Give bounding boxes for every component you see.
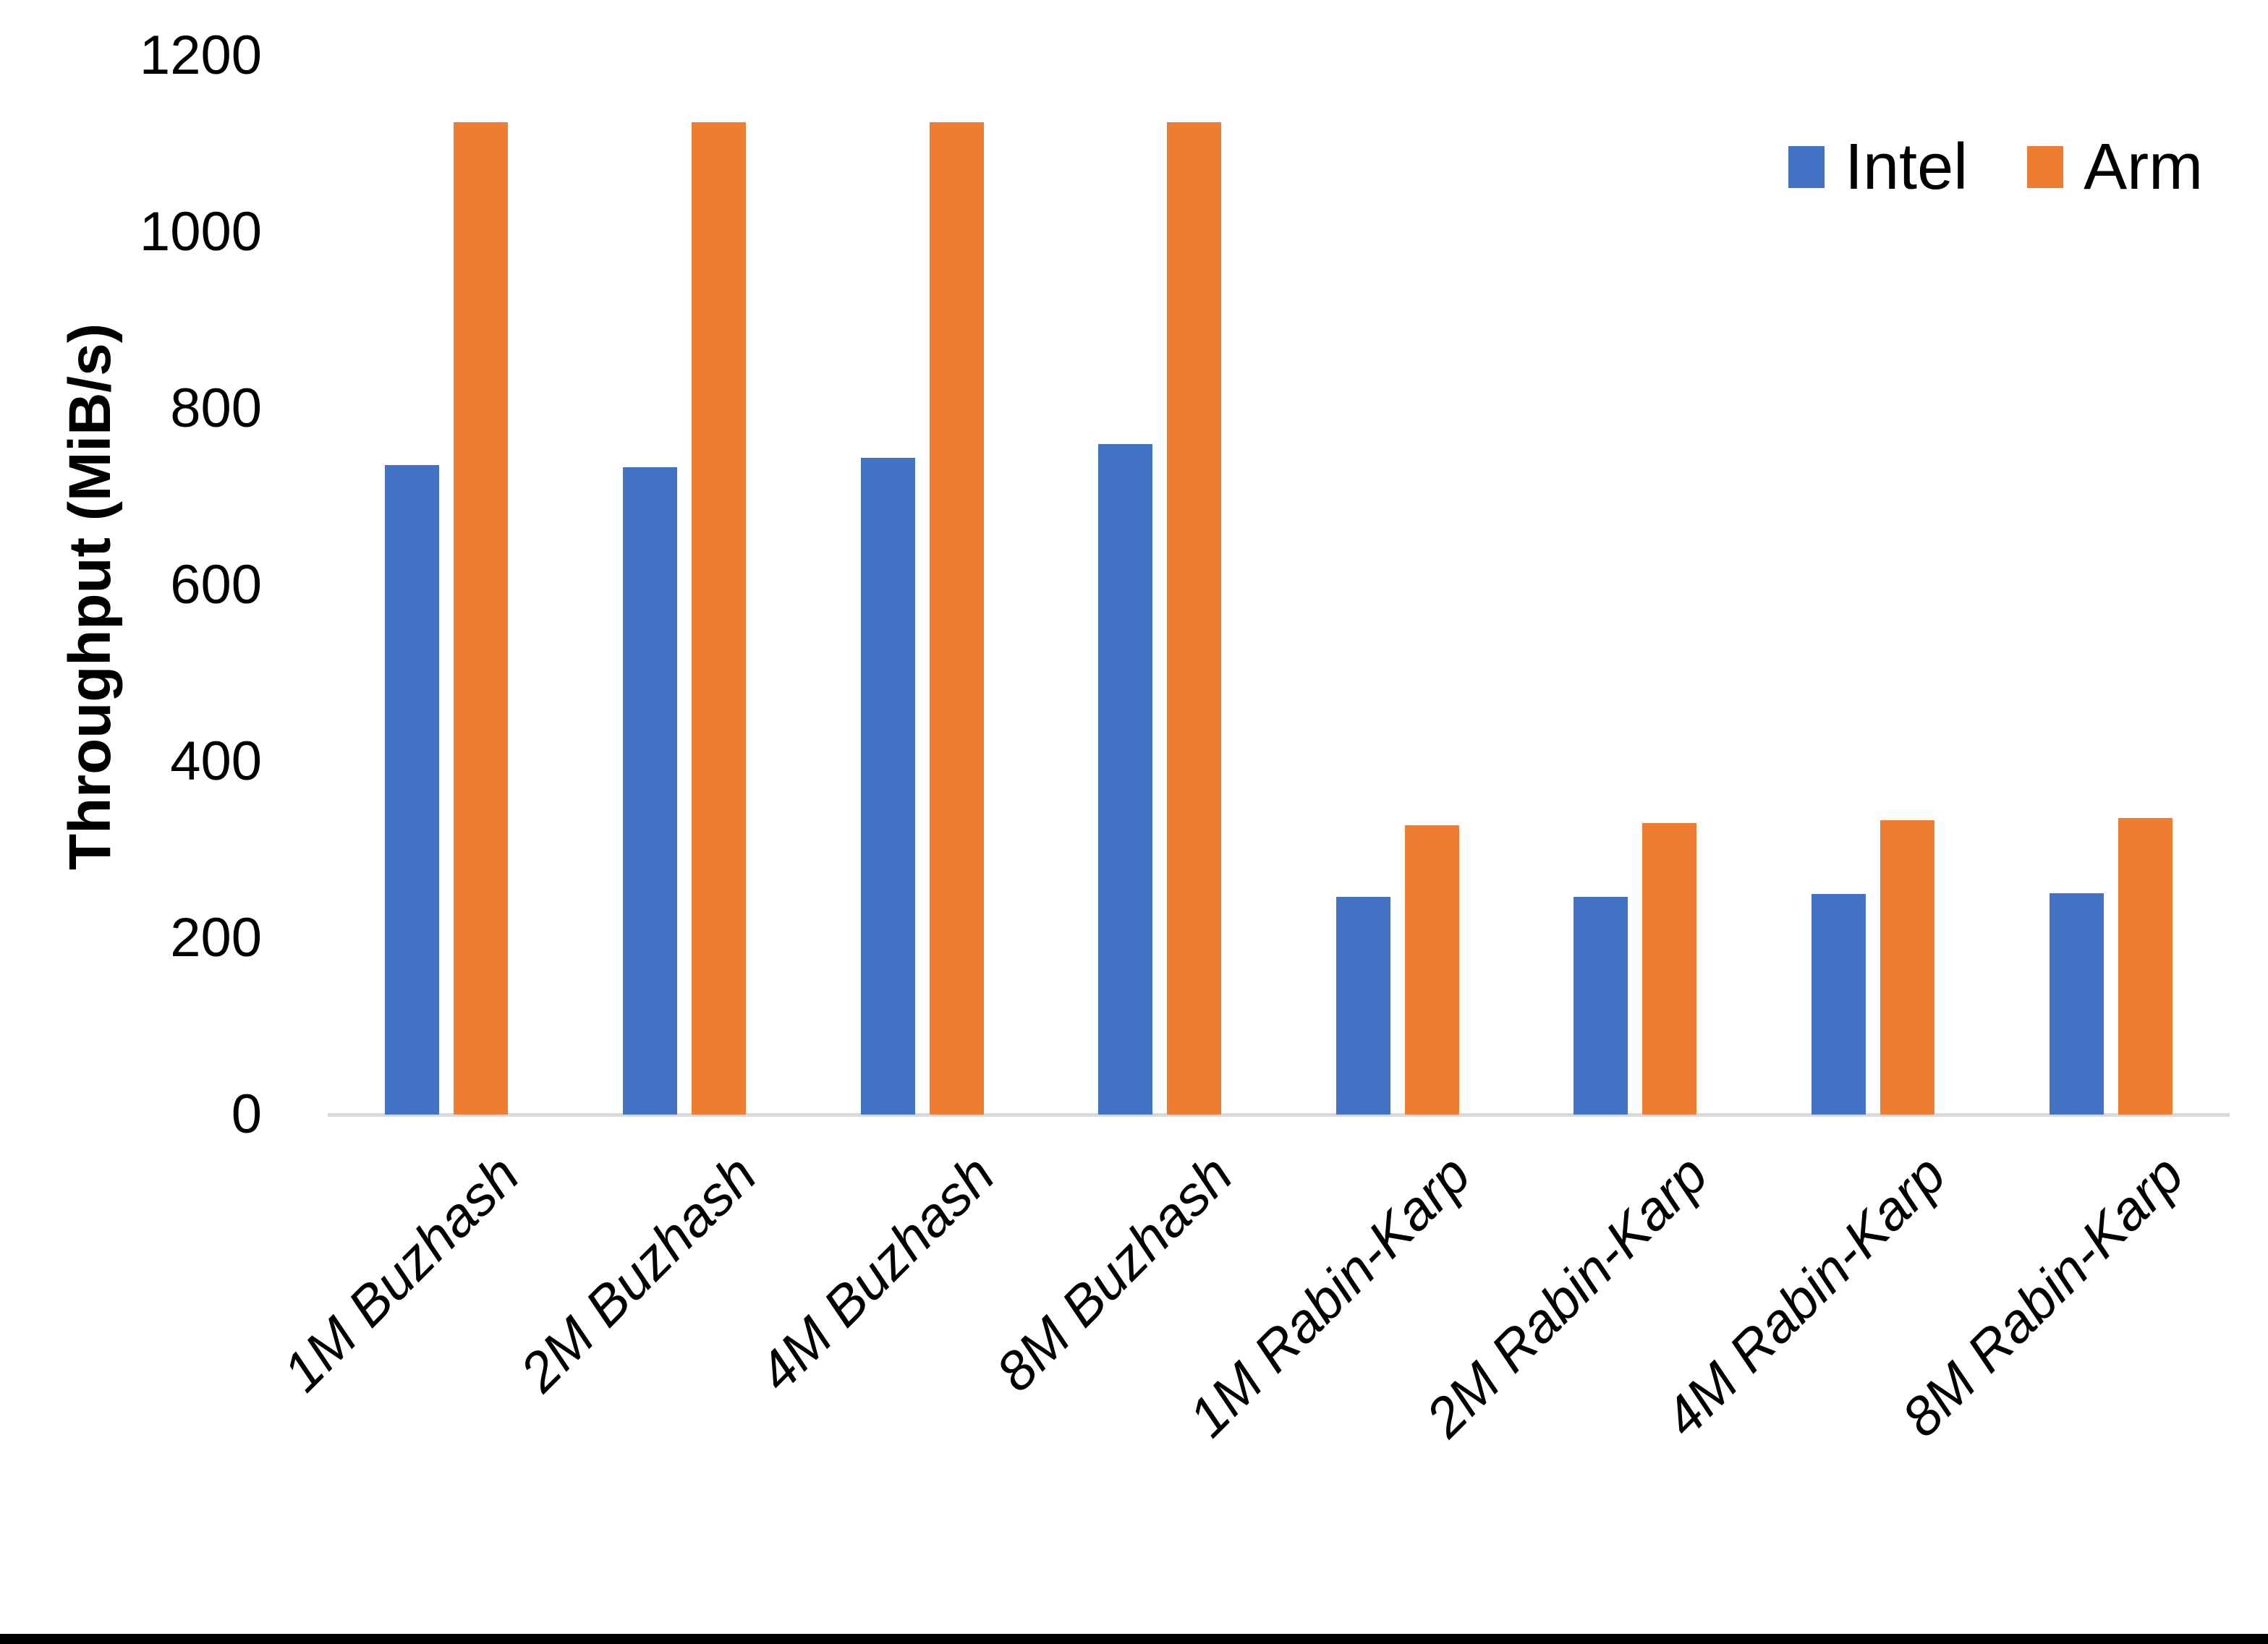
bar-intel-1m-rabin-karp (1335, 896, 1390, 1115)
bar-arm-2m-buzhash (691, 122, 746, 1115)
bar-arm-4m-rabin-karp (1880, 819, 1935, 1115)
legend-swatch-intel (1788, 146, 1825, 188)
y-axis-tick-label: 0 (231, 1083, 262, 1145)
legend-entry-arm: Arm (2027, 135, 2203, 200)
bar-arm-4m-buzhash (929, 122, 984, 1115)
x-axis-label-4m-buzhash: 4M Buzhash (747, 1143, 1007, 1404)
bar-intel-2m-buzhash (622, 467, 677, 1115)
legend-swatch-arm (2027, 146, 2064, 188)
bar-intel-4m-rabin-karp (1812, 894, 1866, 1115)
bar-intel-1m-buzhash (385, 465, 440, 1115)
y-axis-tick-label: 1000 (139, 201, 262, 263)
y-axis-tick-label: 600 (170, 554, 262, 616)
y-axis-tick-label: 200 (170, 907, 262, 968)
x-axis-label-1m-buzhash: 1M Buzhash (271, 1143, 531, 1404)
bar-arm-8m-rabin-karp (2118, 818, 2173, 1115)
x-axis-line (328, 1113, 2230, 1117)
legend-entry-intel: Intel (1788, 135, 1968, 200)
chart-legend: Intel Arm (1788, 135, 2203, 200)
bar-intel-2m-rabin-karp (1573, 896, 1628, 1115)
bar-arm-1m-buzhash (454, 122, 509, 1115)
legend-label-arm: Arm (2084, 131, 2204, 203)
bar-intel-4m-buzhash (860, 458, 915, 1115)
bar-arm-1m-rabin-karp (1404, 825, 1459, 1115)
legend-label-intel: Intel (1845, 131, 1968, 203)
screenshot-bottom-border (0, 1634, 2268, 1644)
y-axis-tick-label: 400 (170, 731, 262, 792)
bar-arm-2m-rabin-karp (1642, 823, 1697, 1115)
x-axis-label-8m-buzhash: 8M Buzhash (984, 1143, 1244, 1404)
y-axis-tick-label: 800 (170, 378, 262, 439)
x-axis-label-2m-buzhash: 2M Buzhash (509, 1143, 769, 1404)
bar-arm-8m-buzhash (1167, 122, 1222, 1115)
bar-intel-8m-rabin-karp (2049, 893, 2104, 1115)
bar-intel-8m-buzhash (1098, 443, 1153, 1115)
y-axis-tick-label: 1200 (139, 25, 262, 86)
